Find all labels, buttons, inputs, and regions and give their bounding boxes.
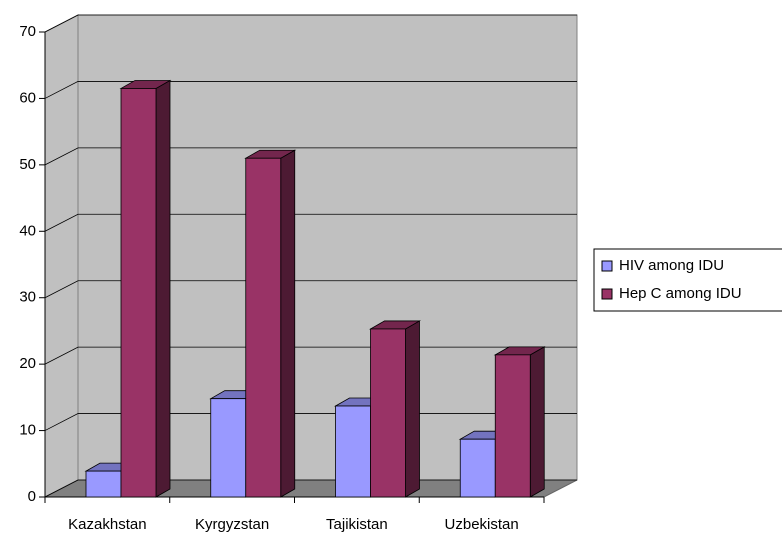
y-tick-label: 30 (19, 289, 36, 306)
bar (368, 320, 422, 498)
grid-line (44, 280, 577, 299)
bar (493, 346, 546, 498)
y-tick-label: 70 (19, 23, 36, 40)
grid-line (44, 213, 577, 232)
side-wall (44, 14, 79, 498)
bar-side (280, 149, 296, 498)
bar-front (494, 354, 531, 498)
bar-front (335, 405, 371, 498)
plot-area: 0 10 20 30 40 50 60 70 Kazakhstan Kyrgyzstan Tajik… (19, 14, 578, 533)
legend-box (593, 248, 782, 312)
legend: HIV among IDU Hep C among IDU (593, 248, 782, 312)
y-tick-label: 0 (28, 488, 36, 505)
bar-side (405, 320, 420, 498)
legend-swatch (601, 260, 613, 272)
x-tick-label: Tajikistan (326, 516, 388, 533)
y-tick-label: 10 (19, 422, 36, 439)
bar-side (155, 79, 171, 498)
y-tick-label: 20 (19, 355, 36, 372)
grid-line (44, 14, 577, 33)
bar-front (85, 470, 122, 498)
x-tick-label: Uzbekistan (445, 516, 519, 533)
bar-side (529, 346, 545, 498)
legend-label: Hep C among IDU (619, 285, 742, 302)
bar-front (459, 438, 496, 498)
grid-line (44, 147, 577, 166)
grid-line (44, 81, 577, 99)
x-tick-label: Kyrgyzstan (195, 516, 269, 533)
bar (119, 79, 172, 498)
legend-swatch (601, 288, 613, 300)
bar-front (370, 328, 406, 498)
bar-front (120, 88, 157, 498)
bar (244, 149, 297, 498)
y-tick-label: 40 (19, 222, 36, 239)
bar-front (210, 398, 247, 498)
bar-front (245, 157, 282, 498)
y-tick-label: 60 (19, 89, 36, 106)
x-tick-label: Kazakhstan (68, 516, 146, 533)
y-tick-label: 50 (19, 156, 36, 173)
legend-label: HIV among IDU (619, 257, 724, 274)
